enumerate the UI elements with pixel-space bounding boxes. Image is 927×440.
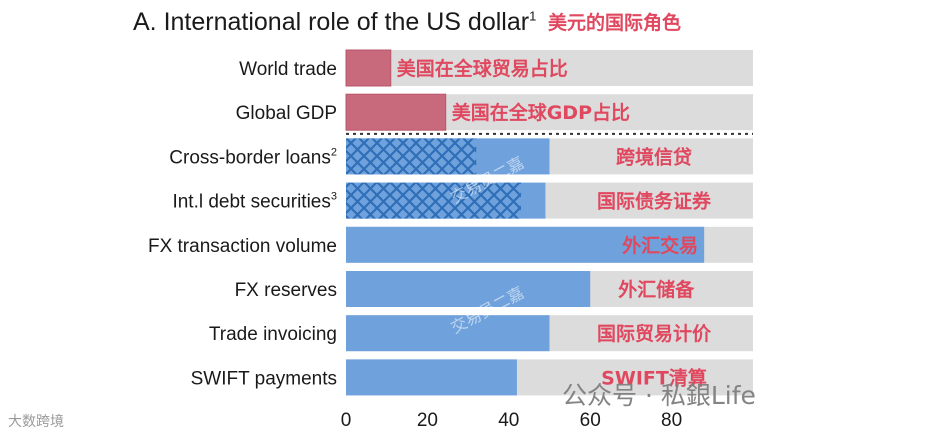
x-tick-label: 40 <box>498 410 519 431</box>
bar <box>345 49 392 87</box>
x-tick-label: 80 <box>661 410 682 431</box>
category-label-text: FX reserves <box>235 280 337 301</box>
bar-hatched <box>346 138 477 175</box>
category-label-superscript: 2 <box>331 146 337 158</box>
labels-layer: World trade 美国在全球贸易占比 Global GDP 美国在全球GDP占比… <box>148 57 712 389</box>
category-annotation: 国际债务证券 <box>597 190 712 213</box>
category-label: SWIFT payments <box>191 368 337 389</box>
category-annotation: 跨境信贷 <box>616 145 692 168</box>
bar <box>345 93 447 131</box>
category-label-superscript: 3 <box>331 191 337 203</box>
category-annotation: 美国在全球GDP占比 <box>452 101 630 124</box>
category-label-text: FX transaction volume <box>148 236 337 257</box>
chart-title: A. International role of the US dollar1 <box>133 8 536 37</box>
chart-title-superscript: 1 <box>529 8 537 24</box>
x-axis: 0 20 40 60 80 <box>341 410 682 431</box>
bar-track <box>346 50 753 86</box>
category-label-text: Cross-border loans <box>169 147 331 168</box>
bar <box>346 359 517 396</box>
category-label: FX reserves <box>235 280 337 301</box>
category-label: Trade invoicing <box>209 324 337 345</box>
chart-title-annotation: 美元的国际角色 <box>548 12 682 34</box>
category-label: Global GDP <box>236 103 337 124</box>
category-label-text: Global GDP <box>236 103 337 124</box>
category-annotation: SWIFT清算 <box>601 366 707 389</box>
watermark-right: 公众号 · 私銀Life <box>562 381 756 410</box>
bar <box>346 315 550 352</box>
x-tick-label: 0 <box>341 410 352 431</box>
bar <box>346 271 591 307</box>
x-tick-label: 20 <box>417 410 438 431</box>
bar <box>346 226 705 263</box>
category-annotation: 外汇交易 <box>622 234 698 257</box>
category-label-text: World trade <box>239 59 337 80</box>
category-label: World trade <box>239 59 337 80</box>
category-annotation: 美国在全球贸易占比 <box>397 57 568 80</box>
chart-title-text: A. International role of the US dollar <box>133 8 530 36</box>
bars-layer <box>345 49 753 396</box>
category-label: Int.l debt securities3 <box>172 191 337 213</box>
category-label-text: Trade invoicing <box>209 324 337 345</box>
x-tick-label: 60 <box>580 410 601 431</box>
category-label-text: SWIFT payments <box>191 368 337 389</box>
category-label: Cross-border loans2 <box>169 146 337 168</box>
category-label: FX transaction volume <box>148 236 337 257</box>
watermark-left: 大数跨境 <box>8 414 64 430</box>
category-label-text: Int.l debt securities <box>172 192 330 213</box>
category-annotation: 外汇储备 <box>618 278 695 301</box>
bar-hatched <box>346 182 522 219</box>
category-annotation: 国际贸易计价 <box>597 322 712 345</box>
